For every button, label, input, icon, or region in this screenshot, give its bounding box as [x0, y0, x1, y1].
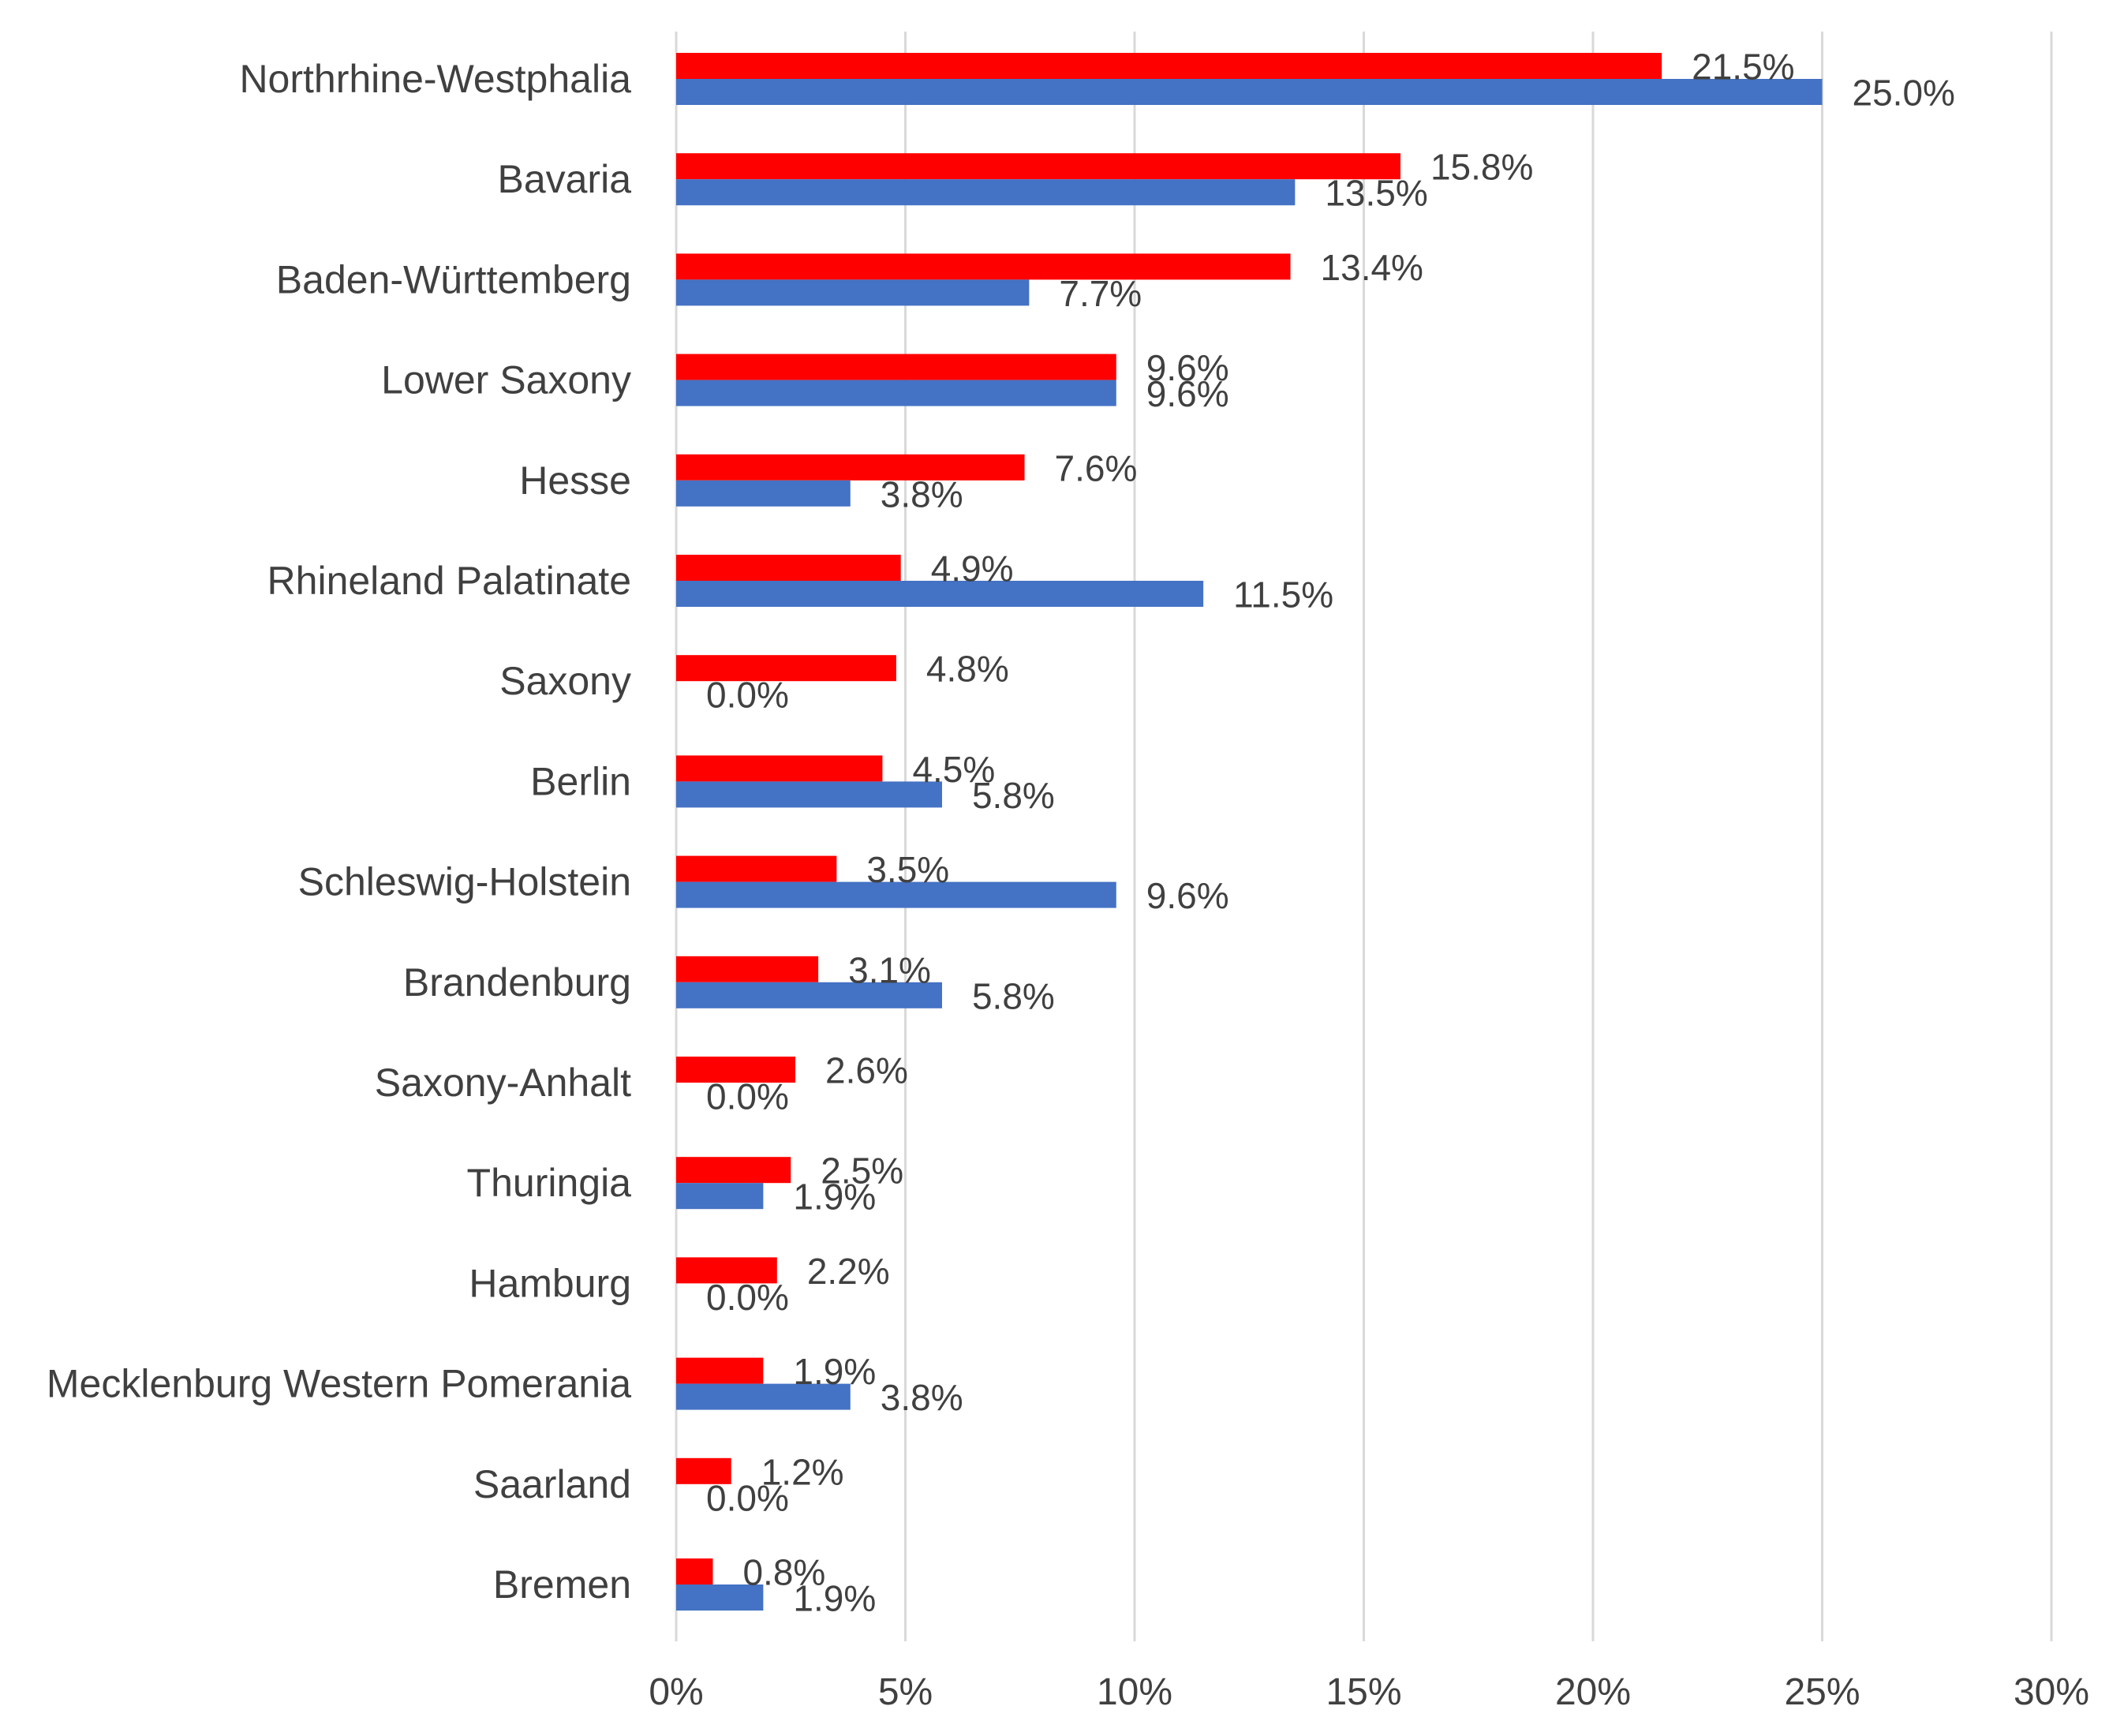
category-label-12: Hamburg — [469, 1261, 631, 1305]
x-tick-label-0: 0% — [649, 1671, 703, 1713]
x-tick-label-2: 10% — [1097, 1671, 1172, 1713]
x-axis-tick-labels: 0% 5% 10% 15% 20% 25% 30% — [649, 1671, 2089, 1713]
category-label-5: Rhineland Palatinate — [267, 559, 631, 603]
data-label-series0-10: 2.6% — [825, 1050, 908, 1091]
bar-series0-9 — [676, 956, 819, 982]
category-label-8: Schleswig-Holstein — [298, 860, 631, 904]
x-tick-label-3: 15% — [1326, 1671, 1401, 1713]
bar-series0-2 — [676, 253, 1291, 280]
bar-series0-8 — [676, 855, 837, 882]
bar-series0-14 — [676, 1457, 731, 1484]
category-label-13: Mecklenburg Western Pomerania — [47, 1362, 631, 1406]
category-label-6: Saxony — [499, 659, 631, 703]
data-label-series0-6: 4.8% — [926, 649, 1009, 690]
bar-series1-3 — [676, 380, 1116, 406]
data-label-series1-5: 11.5% — [1233, 574, 1333, 615]
bar-series0-12 — [676, 1257, 777, 1284]
bar-series1-0 — [676, 79, 1823, 105]
data-label-series1-8: 9.6% — [1146, 875, 1229, 916]
data-label-series0-8: 3.5% — [866, 849, 949, 890]
bar-series0-0 — [676, 53, 1662, 79]
data-label-series1-7: 5.8% — [972, 775, 1055, 816]
bar-series1-8 — [676, 881, 1116, 908]
bar-series0-13 — [676, 1357, 764, 1384]
category-label-7: Berlin — [530, 759, 631, 803]
category-label-15: Bremen — [493, 1562, 631, 1607]
data-label-series0-7: 4.5% — [912, 749, 995, 790]
data-label-series0-13: 1.9% — [793, 1351, 876, 1392]
x-tick-label-4: 20% — [1555, 1671, 1631, 1713]
bar-series0-6 — [676, 655, 896, 682]
x-tick-label-5: 25% — [1784, 1671, 1860, 1713]
data-label-series1-6: 0.0% — [706, 675, 789, 716]
bar-series0-4 — [676, 454, 1025, 481]
bar-series0-5 — [676, 555, 901, 581]
bar-series0-11 — [676, 1157, 791, 1184]
data-label-series0-1: 15.8% — [1430, 147, 1533, 188]
data-label-series0-2: 13.4% — [1321, 247, 1423, 288]
data-label-series1-12: 0.0% — [706, 1277, 789, 1318]
data-label-series1-11: 1.9% — [793, 1177, 876, 1218]
category-label-4: Hesse — [519, 458, 631, 503]
bars — [676, 53, 1823, 1611]
category-label-3: Lower Saxony — [381, 358, 631, 402]
data-label-series1-1: 13.5% — [1325, 173, 1427, 214]
bar-series0-10 — [676, 1057, 796, 1083]
data-label-series1-4: 3.8% — [881, 473, 963, 514]
data-label-series1-14: 0.0% — [706, 1477, 789, 1518]
data-label-series0-9: 3.1% — [848, 949, 931, 990]
bar-series1-9 — [676, 982, 942, 1008]
bar-series0-3 — [676, 354, 1116, 380]
x-tick-label-1: 5% — [878, 1671, 933, 1713]
data-label-series1-10: 0.0% — [706, 1076, 789, 1117]
category-label-0: Northrhine-Westphalia — [239, 57, 631, 101]
bar-series0-7 — [676, 755, 883, 782]
data-label-series0-5: 4.9% — [931, 548, 1014, 589]
category-label-14: Saarland — [473, 1462, 631, 1506]
bar-series1-15 — [676, 1584, 764, 1611]
data-label-series1-15: 1.9% — [793, 1578, 876, 1619]
data-label-series0-0: 21.5% — [1692, 47, 1794, 88]
category-label-10: Saxony-Anhalt — [375, 1061, 631, 1105]
category-label-2: Baden-Württemberg — [276, 257, 631, 301]
bar-series1-2 — [676, 279, 1030, 306]
category-label-9: Brandenburg — [403, 960, 631, 1005]
bar-series1-11 — [676, 1183, 764, 1210]
data-label-series0-3: 9.6% — [1146, 347, 1229, 388]
bar-series1-13 — [676, 1383, 851, 1410]
x-tick-label-6: 30% — [2014, 1671, 2089, 1713]
data-label-series1-3: 9.6% — [1146, 373, 1229, 414]
data-label-series1-2: 7.7% — [1059, 273, 1142, 314]
bar-series0-15 — [676, 1558, 713, 1584]
bar-series0-1 — [676, 153, 1400, 180]
bar-series1-4 — [676, 480, 851, 507]
category-label-11: Thuringia — [467, 1161, 632, 1205]
category-label-1: Bavaria — [497, 157, 631, 201]
data-labels: 21.5%25.0%15.8%13.5%13.4%7.7%9.6%9.6%7.6… — [706, 47, 1955, 1619]
data-label-series0-11: 2.5% — [821, 1150, 903, 1192]
data-label-series0-14: 1.2% — [761, 1451, 844, 1492]
data-label-series0-15: 0.8% — [742, 1552, 825, 1593]
bar-series1-5 — [676, 581, 1204, 607]
data-label-series1-13: 3.8% — [881, 1377, 963, 1418]
bar-series1-7 — [676, 781, 942, 808]
category-labels: Northrhine-Westphalia Bavaria Baden-Württe… — [47, 57, 631, 1607]
bar-series1-1 — [676, 179, 1296, 206]
data-label-series0-12: 2.2% — [807, 1251, 890, 1292]
data-label-series0-4: 7.6% — [1055, 447, 1138, 488]
data-label-series1-0: 25.0% — [1853, 73, 1955, 114]
data-label-series1-9: 5.8% — [972, 975, 1055, 1016]
